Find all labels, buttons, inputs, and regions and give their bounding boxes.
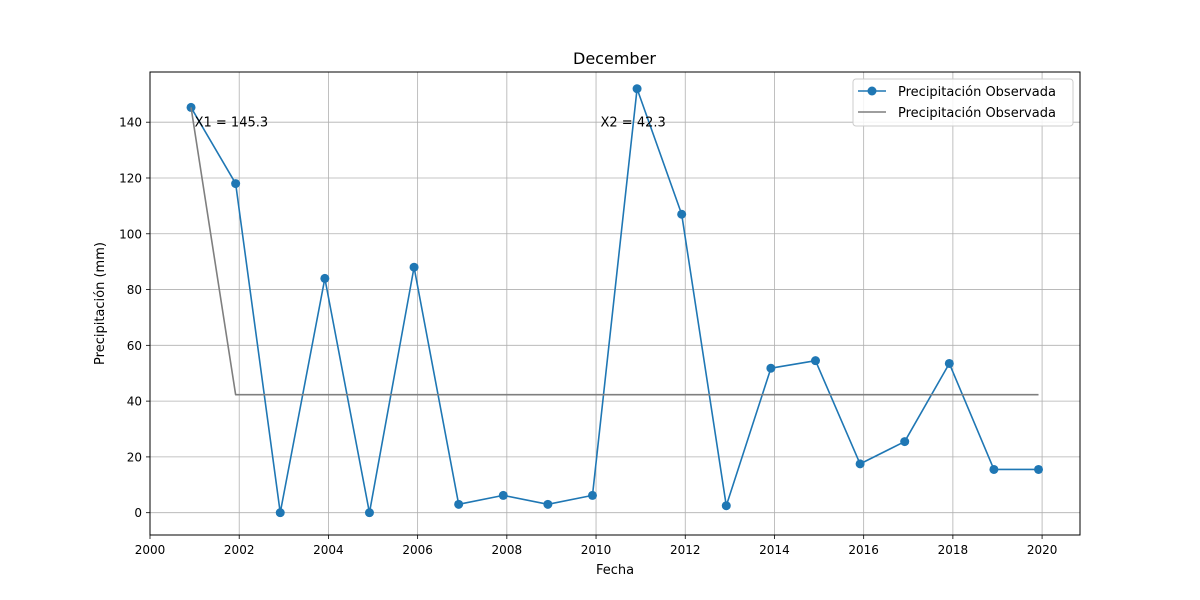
data-point: [632, 84, 642, 94]
data-point: [766, 363, 776, 373]
x-tick-label: 2018: [938, 543, 969, 557]
legend-label-observed: Precipitación Observada: [898, 85, 1056, 100]
x-axis-label: Fecha: [596, 563, 634, 578]
x-tick-label: 2004: [313, 543, 344, 557]
x-tick-label: 2020: [1027, 543, 1058, 557]
y-tick-label: 100: [119, 227, 142, 241]
x-axis-ticks: 2000 2002 2004 2006 2008 2010 2012 2014 2016 2018…: [135, 535, 1058, 557]
y-tick-label: 140: [119, 116, 142, 130]
series-line-1: [190, 107, 1039, 396]
data-point: [900, 437, 910, 447]
data-point: [454, 499, 464, 509]
x-tick-label: 2016: [848, 543, 879, 557]
annotation-1: X1 = 145.3: [195, 116, 269, 131]
data-point: [498, 490, 508, 500]
data-point: [364, 508, 374, 518]
grid: [149, 72, 1080, 535]
x-tick-label: 2008: [492, 543, 523, 557]
data-point: [855, 459, 865, 469]
data-point: [409, 262, 419, 272]
y-axis-label: Precipitación (mm): [93, 242, 108, 365]
data-point: [677, 209, 687, 219]
annotation-2: X2 = 42.3: [601, 116, 666, 131]
data-point: [989, 464, 999, 474]
x-tick-label: 2006: [402, 543, 433, 557]
y-tick-label: 40: [127, 395, 142, 409]
data-point: [810, 356, 820, 366]
data-point: [275, 508, 285, 518]
data-point: [231, 179, 241, 189]
legend-box: [852, 78, 1074, 127]
x-tick-label: 2002: [224, 543, 255, 557]
data-point: [587, 490, 597, 500]
data-point: [1034, 464, 1044, 474]
annotations: X1 = 145.3 X2 = 42.3: [195, 116, 666, 131]
data-point: [944, 358, 954, 368]
y-tick-label: 60: [127, 339, 142, 353]
x-tick-label: 2000: [135, 543, 166, 557]
plot-frame: [149, 71, 1081, 536]
y-tick-label: 120: [119, 171, 142, 185]
series-line-0: [190, 87, 1039, 514]
legend-marker-observed: [867, 86, 877, 96]
data-point: [721, 501, 731, 511]
legend-label-threshold: Precipitación Observada: [898, 106, 1056, 121]
y-axis-ticks: 0 20 40 60 80 100 120 140: [119, 116, 150, 520]
data-point: [543, 499, 553, 509]
x-tick-label: 2014: [759, 543, 790, 557]
legend: Precipitación Observada Precipitación Ob…: [852, 78, 1074, 127]
y-tick-label: 0: [134, 506, 142, 520]
y-tick-label: 20: [127, 450, 142, 464]
series-layer: [186, 84, 1044, 518]
data-point: [320, 273, 330, 283]
x-tick-label: 2010: [581, 543, 612, 557]
y-tick-label: 80: [127, 283, 142, 297]
chart-title: December: [573, 49, 656, 68]
x-tick-label: 2012: [670, 543, 701, 557]
